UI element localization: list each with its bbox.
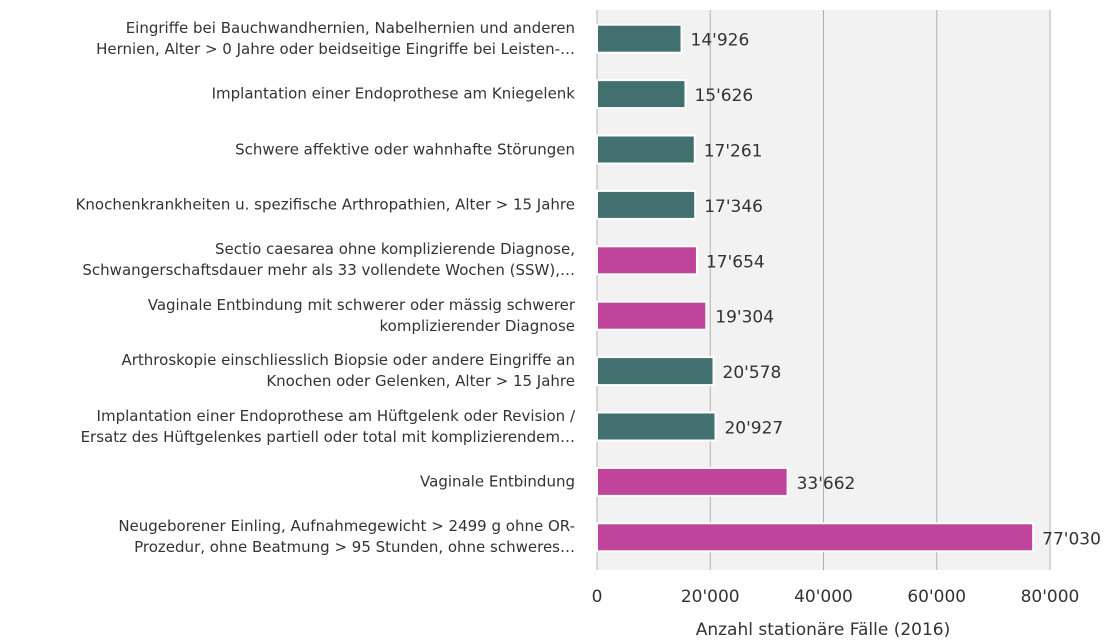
bar (596, 356, 715, 387)
y-tick-label: Eingriffe bei Bauchwandhernien, Nabelher… (96, 18, 575, 58)
y-tick-label: Vaginale Entbindung (420, 472, 575, 491)
y-tick-label: Knochenkrankheiten u. spezifische Arthro… (75, 195, 575, 214)
x-tick-label: 20'000 (681, 587, 740, 607)
bar (596, 245, 698, 276)
value-label: 20'578 (723, 363, 782, 383)
bar (596, 189, 697, 220)
bar (596, 79, 687, 110)
value-label: 77'030 (1042, 529, 1101, 549)
y-tick-label: Implantation einer Endoprothese am Knieg… (211, 84, 575, 103)
x-axis-title: Anzahl stationäre Fälle (2016) (696, 620, 951, 640)
bar (596, 134, 696, 165)
y-tick-label: Vaginale Entbindung mit schwerer oder mä… (147, 295, 575, 335)
value-label: 33'662 (797, 474, 856, 494)
y-tick-label: Neugeborener Einling, Aufnahmegewicht > … (118, 517, 575, 557)
bar (596, 522, 1035, 553)
value-label: 20'927 (724, 419, 783, 439)
value-label: 17'261 (704, 142, 763, 162)
y-tick-label: Schwere affektive oder wahnhafte Störung… (235, 140, 575, 158)
bar (596, 300, 708, 331)
bar (596, 411, 717, 442)
bar (596, 466, 789, 497)
bar (596, 23, 683, 54)
y-tick-label: Arthroskopie einschliesslich Biopsie ode… (121, 351, 575, 391)
x-tick-label: 80'000 (1021, 587, 1080, 607)
x-tick-label: 60'000 (907, 587, 966, 607)
value-label: 15'626 (694, 86, 753, 106)
x-tick-label: 0 (592, 587, 603, 607)
value-label: 14'926 (691, 31, 750, 51)
value-label: 19'304 (715, 308, 774, 328)
y-tick-label: Implantation einer Endoprothese am Hüftg… (80, 406, 575, 446)
value-label: 17'654 (706, 252, 765, 272)
x-tick-label: 40'000 (794, 587, 853, 607)
value-label: 17'346 (704, 197, 763, 217)
y-tick-label: Sectio caesarea ohne komplizierende Diag… (82, 240, 575, 280)
